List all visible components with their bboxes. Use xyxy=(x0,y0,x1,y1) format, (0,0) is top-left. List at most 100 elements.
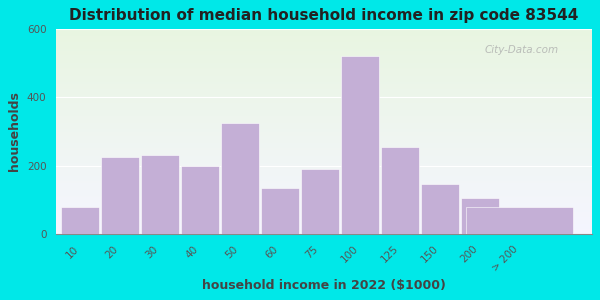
Bar xyxy=(56,214,592,215)
Bar xyxy=(56,75,592,76)
Bar xyxy=(56,230,592,231)
Bar xyxy=(56,109,592,110)
Bar xyxy=(56,45,592,46)
Bar xyxy=(56,172,592,173)
Bar xyxy=(56,41,592,42)
Bar xyxy=(56,136,592,137)
Bar xyxy=(56,188,592,189)
Bar xyxy=(56,147,592,148)
Bar xyxy=(56,204,592,205)
Bar xyxy=(56,146,592,147)
Title: Distribution of median household income in zip code 83544: Distribution of median household income … xyxy=(69,8,578,23)
Bar xyxy=(56,166,592,167)
Text: City-Data.com: City-Data.com xyxy=(485,45,559,55)
Bar xyxy=(56,118,592,119)
Bar xyxy=(56,57,592,59)
Bar xyxy=(56,169,592,170)
Bar xyxy=(56,98,592,100)
Bar xyxy=(56,132,592,134)
Bar xyxy=(56,168,592,169)
Bar xyxy=(56,200,592,201)
Bar xyxy=(56,70,592,71)
Bar xyxy=(56,201,592,202)
Bar xyxy=(221,123,259,234)
Bar xyxy=(56,61,592,62)
Bar xyxy=(56,69,592,70)
Bar xyxy=(56,40,592,41)
Bar xyxy=(56,35,592,36)
Bar xyxy=(56,225,592,226)
Bar xyxy=(56,127,592,128)
Bar xyxy=(56,153,592,154)
Bar xyxy=(56,191,592,192)
Bar xyxy=(56,181,592,182)
Bar xyxy=(56,149,592,150)
Bar xyxy=(181,166,219,234)
Bar xyxy=(461,198,499,234)
Bar xyxy=(56,79,592,80)
Bar xyxy=(56,198,592,199)
Bar xyxy=(56,148,592,149)
Bar xyxy=(56,32,592,33)
Bar xyxy=(380,147,419,234)
Bar xyxy=(56,52,592,53)
Bar xyxy=(56,196,592,197)
X-axis label: household income in 2022 ($1000): household income in 2022 ($1000) xyxy=(202,279,446,292)
Bar xyxy=(56,193,592,194)
Bar xyxy=(56,38,592,39)
Bar xyxy=(56,194,592,195)
Bar xyxy=(56,62,592,64)
Bar xyxy=(56,59,592,61)
Bar xyxy=(56,72,592,73)
Bar xyxy=(56,101,592,103)
Bar xyxy=(56,130,592,131)
Bar xyxy=(56,192,592,193)
Bar xyxy=(56,209,592,210)
Bar xyxy=(56,171,592,172)
Bar xyxy=(56,231,592,232)
Bar xyxy=(56,95,592,96)
Bar xyxy=(56,134,592,135)
Bar xyxy=(56,170,592,171)
Bar xyxy=(56,53,592,54)
Bar xyxy=(56,44,592,45)
Bar xyxy=(56,77,592,78)
Bar xyxy=(56,126,592,127)
Bar xyxy=(56,232,592,233)
Bar xyxy=(56,195,592,196)
Bar xyxy=(56,223,592,224)
Bar xyxy=(56,58,592,59)
Bar xyxy=(56,82,592,83)
Bar xyxy=(341,56,379,234)
Bar xyxy=(56,42,592,43)
Bar xyxy=(56,140,592,142)
Bar xyxy=(56,224,592,225)
Bar xyxy=(56,30,592,31)
Bar xyxy=(56,145,592,146)
Bar xyxy=(56,33,592,34)
Bar xyxy=(56,96,592,98)
Bar xyxy=(56,206,592,207)
Bar xyxy=(56,119,592,120)
Bar xyxy=(56,180,592,181)
Bar xyxy=(56,64,592,66)
Bar xyxy=(56,219,592,220)
Bar xyxy=(56,229,592,230)
Bar xyxy=(56,37,592,38)
Bar xyxy=(56,85,592,86)
Bar xyxy=(56,115,592,116)
Bar xyxy=(56,207,592,208)
Bar xyxy=(56,50,592,51)
Bar xyxy=(56,108,592,109)
Bar xyxy=(56,163,592,164)
Bar xyxy=(56,105,592,106)
Bar xyxy=(56,47,592,48)
Bar xyxy=(56,212,592,213)
Bar xyxy=(61,207,100,234)
Bar xyxy=(56,187,592,188)
Bar xyxy=(56,174,592,175)
Bar xyxy=(56,173,592,174)
Bar xyxy=(56,178,592,180)
Bar xyxy=(56,92,592,93)
Bar xyxy=(56,86,592,87)
